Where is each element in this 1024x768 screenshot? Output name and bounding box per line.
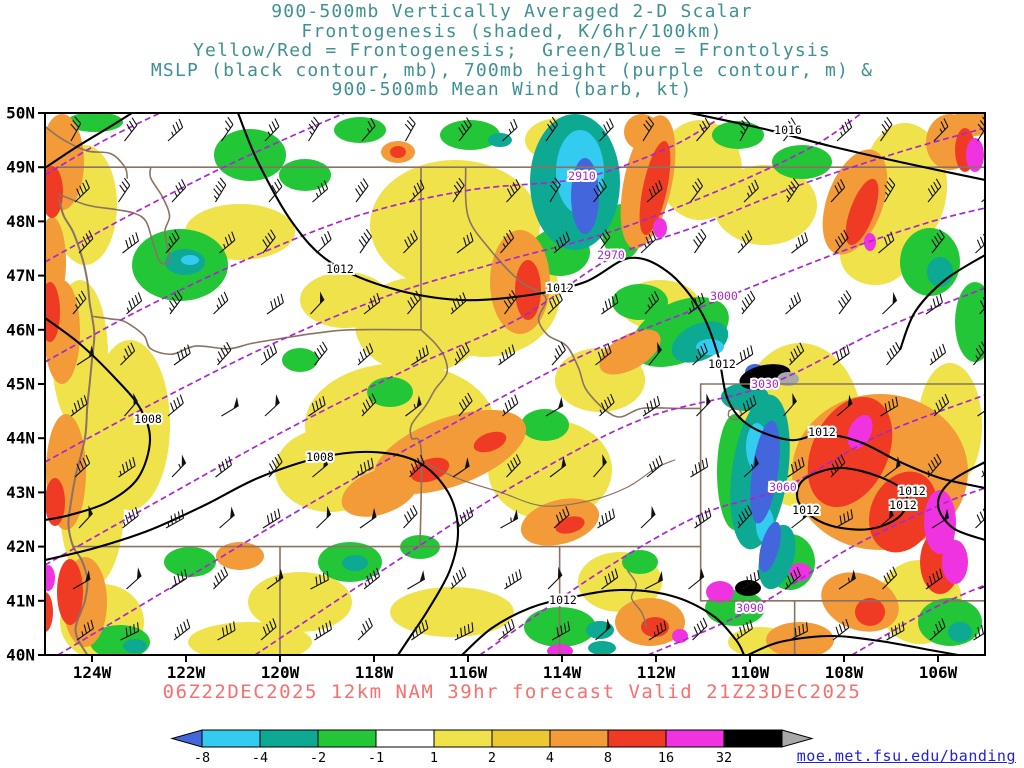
colorbar-cell — [317, 729, 377, 748]
colorbar-tick-label: 16 — [658, 750, 674, 766]
banding-credit-link[interactable]: moe.met.fsu.edu/banding — [796, 747, 1016, 765]
title-line-2: Frontogenesis (shaded, K/6hr/100km) — [301, 20, 723, 42]
colorbar: -8 -4 -2 -1 1 2 4 8 16 32 — [170, 729, 814, 766]
lon-tick-label: 120W — [261, 663, 300, 682]
mslp-label: 1008 — [134, 412, 162, 426]
mslp-label: 1016 — [774, 123, 802, 137]
height-label: 2910 — [568, 169, 596, 183]
mslp-label: 1012 — [549, 593, 577, 607]
lon-tick-label: 106W — [919, 663, 958, 682]
mslp-label: 1012 — [792, 503, 820, 517]
colorbar-tick-label: 2 — [488, 750, 496, 766]
mslp-contours — [45, 113, 985, 655]
height-contours-700mb — [45, 113, 985, 655]
lat-tick-label: 43N — [6, 483, 35, 502]
contour-labels: 1016101210121012100810081012101210121012… — [132, 121, 928, 617]
lat-tick-label: 46N — [6, 320, 35, 339]
title-line-3: Yellow/Red = Frontogenesis; Green/Blue =… — [193, 40, 831, 62]
state-borders — [45, 125, 985, 655]
mslp-label: 1012 — [708, 357, 736, 371]
lat-tick-label: 44N — [6, 429, 35, 448]
lon-tick-label: 110W — [731, 663, 770, 682]
colorbar-cell — [201, 729, 261, 748]
lon-tick-label: 108W — [825, 663, 864, 682]
colorbar-cell — [665, 729, 725, 748]
colorbar-cell — [723, 729, 783, 748]
lat-tick-label: 48N — [6, 212, 35, 231]
frontogenesis-shading — [45, 113, 985, 655]
lon-tick-label: 122W — [167, 663, 206, 682]
lon-tick-label: 124W — [73, 663, 112, 682]
lat-tick-label: 47N — [6, 266, 35, 285]
colorbar-tick-label: -1 — [368, 750, 384, 766]
lat-axis-labels: 50N 49N 48N 47N 46N 45N 44N 43N 42N 41N 40N — [6, 104, 45, 665]
colorbar-tick-label: 8 — [604, 750, 612, 766]
colorbar-cell — [491, 729, 551, 748]
colorbar-tick-label: -8 — [194, 750, 210, 766]
colorbar-cell — [259, 729, 319, 748]
lat-tick-label: 45N — [6, 375, 35, 394]
lat-tick-label: 42N — [6, 537, 35, 556]
height-label: 2970 — [597, 248, 625, 262]
mslp-label: 1012 — [898, 484, 926, 498]
colorbar-left-arrow — [170, 729, 203, 748]
lon-axis-labels: 124W 122W 120W 118W 116W 114W 112W 110W 108W 106W — [73, 655, 958, 682]
mslp-label: 1012 — [546, 281, 574, 295]
lat-tick-label: 49N — [6, 158, 35, 177]
colorbar-tick-label: -4 — [252, 750, 268, 766]
mslp-label: 1012 — [808, 425, 836, 439]
height-label: 3030 — [751, 377, 779, 391]
forecast-valid-line: 06Z22DEC2025 12km NAM 39hr forecast Vali… — [162, 681, 862, 703]
lat-tick-label: 50N — [6, 104, 35, 123]
colorbar-cell — [375, 729, 435, 748]
lon-tick-label: 114W — [543, 663, 582, 682]
colorbar-cell — [433, 729, 493, 748]
lon-tick-label: 118W — [355, 663, 394, 682]
colorbar-tick-label: -2 — [310, 750, 326, 766]
title-line-5: 900-500mb Mean Wind (barb, kt) — [331, 79, 693, 101]
colorbar-cell — [549, 729, 609, 748]
mslp-label: 1008 — [306, 450, 334, 464]
colorbar-cell — [607, 729, 667, 748]
lon-tick-label: 112W — [637, 663, 676, 682]
lat-tick-label: 40N — [6, 646, 35, 665]
title-block: 900-500mb Vertically Averaged 2-D Scalar… — [0, 2, 1024, 100]
mslp-label: 1012 — [889, 498, 917, 512]
colorbar-tick-label: 4 — [546, 750, 554, 766]
colorbar-tick-label: 1 — [430, 750, 438, 766]
height-label: 3090 — [736, 601, 764, 615]
wind-barbs — [70, 116, 985, 641]
title-line-1: 900-500mb Vertically Averaged 2-D Scalar — [271, 1, 753, 22]
lat-tick-label: 41N — [6, 591, 35, 610]
height-label: 3060 — [769, 480, 797, 494]
colorbar-right-arrow — [781, 729, 814, 748]
map-content: 1016101210121012100810081012101210121012… — [45, 113, 985, 655]
title-line-4: MSLP (black contour, mb), 700mb height (… — [150, 59, 874, 81]
height-label: 3000 — [710, 289, 738, 303]
colorbar-tick-label: 32 — [716, 750, 732, 766]
lon-tick-label: 116W — [449, 663, 488, 682]
mslp-label: 1012 — [326, 262, 354, 276]
